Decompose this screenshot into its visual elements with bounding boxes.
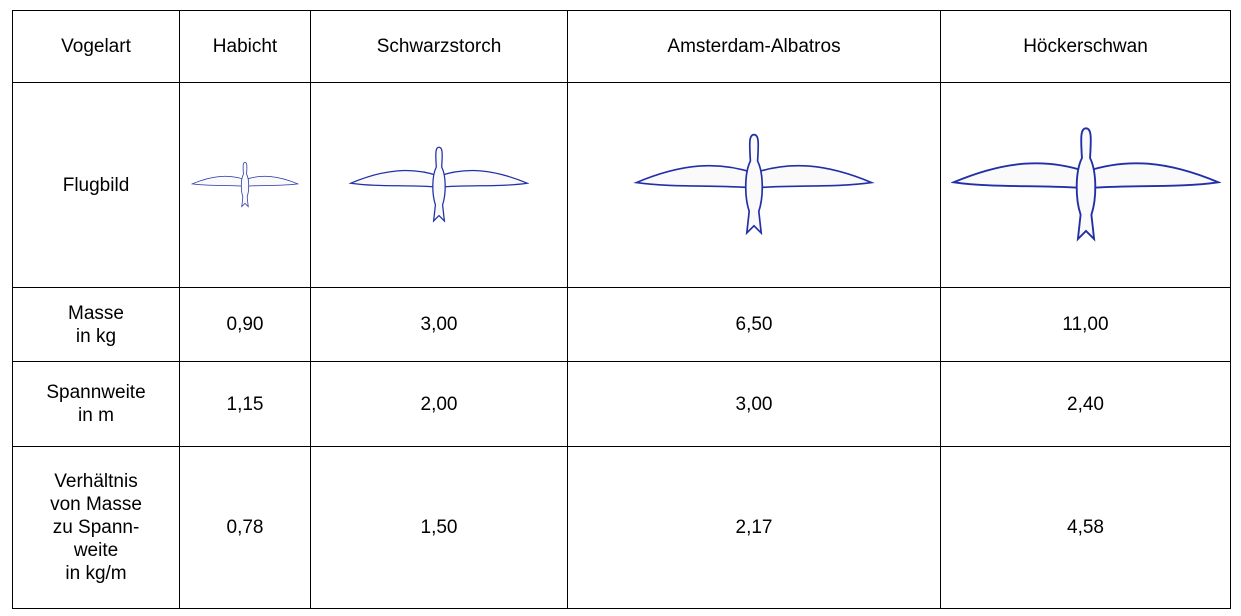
bird-image <box>191 161 299 208</box>
cell: 2,40 <box>940 361 1231 447</box>
header-cell: Schwarzstorch <box>310 10 568 83</box>
data-row: Spannweite in m 1,15 2,00 3,00 2,40 <box>12 361 1231 447</box>
cell: 6,50 <box>567 287 941 362</box>
row-label: Spannweite in m <box>12 361 180 447</box>
cell: 2,17 <box>567 446 941 609</box>
cell: 0,78 <box>179 446 311 609</box>
header-cell: Amsterdam-Albatros <box>567 10 941 83</box>
image-cell <box>940 82 1231 288</box>
bird-image <box>951 127 1220 241</box>
image-row: Flugbild <box>12 82 1231 288</box>
bird-image <box>350 146 528 222</box>
row-label: Masse in kg <box>12 287 180 362</box>
row-label: Verhältnis von Masse zu Spann- weite in … <box>12 446 180 609</box>
header-cell: Höckerschwan <box>940 10 1231 83</box>
cell: 11,00 <box>940 287 1231 362</box>
cell: 2,00 <box>310 361 568 447</box>
image-cell <box>179 82 311 288</box>
bird-image <box>635 133 873 235</box>
data-row: Verhältnis von Masse zu Spann- weite in … <box>12 446 1231 609</box>
cell: 1,50 <box>310 446 568 609</box>
header-row: Vogelart Habicht Schwarzstorch Amsterdam… <box>12 10 1231 83</box>
cell: 3,00 <box>310 287 568 362</box>
cell: 3,00 <box>567 361 941 447</box>
data-row: Masse in kg 0,90 3,00 6,50 11,00 <box>12 287 1231 362</box>
header-cell: Habicht <box>179 10 311 83</box>
image-cell <box>567 82 941 288</box>
data-table: Vogelart Habicht Schwarzstorch Amsterdam… <box>12 10 1231 609</box>
cell: 1,15 <box>179 361 311 447</box>
header-cell: Vogelart <box>12 10 180 83</box>
image-cell <box>310 82 568 288</box>
cell: 4,58 <box>940 446 1231 609</box>
row-label: Flugbild <box>12 82 180 288</box>
cell: 0,90 <box>179 287 311 362</box>
